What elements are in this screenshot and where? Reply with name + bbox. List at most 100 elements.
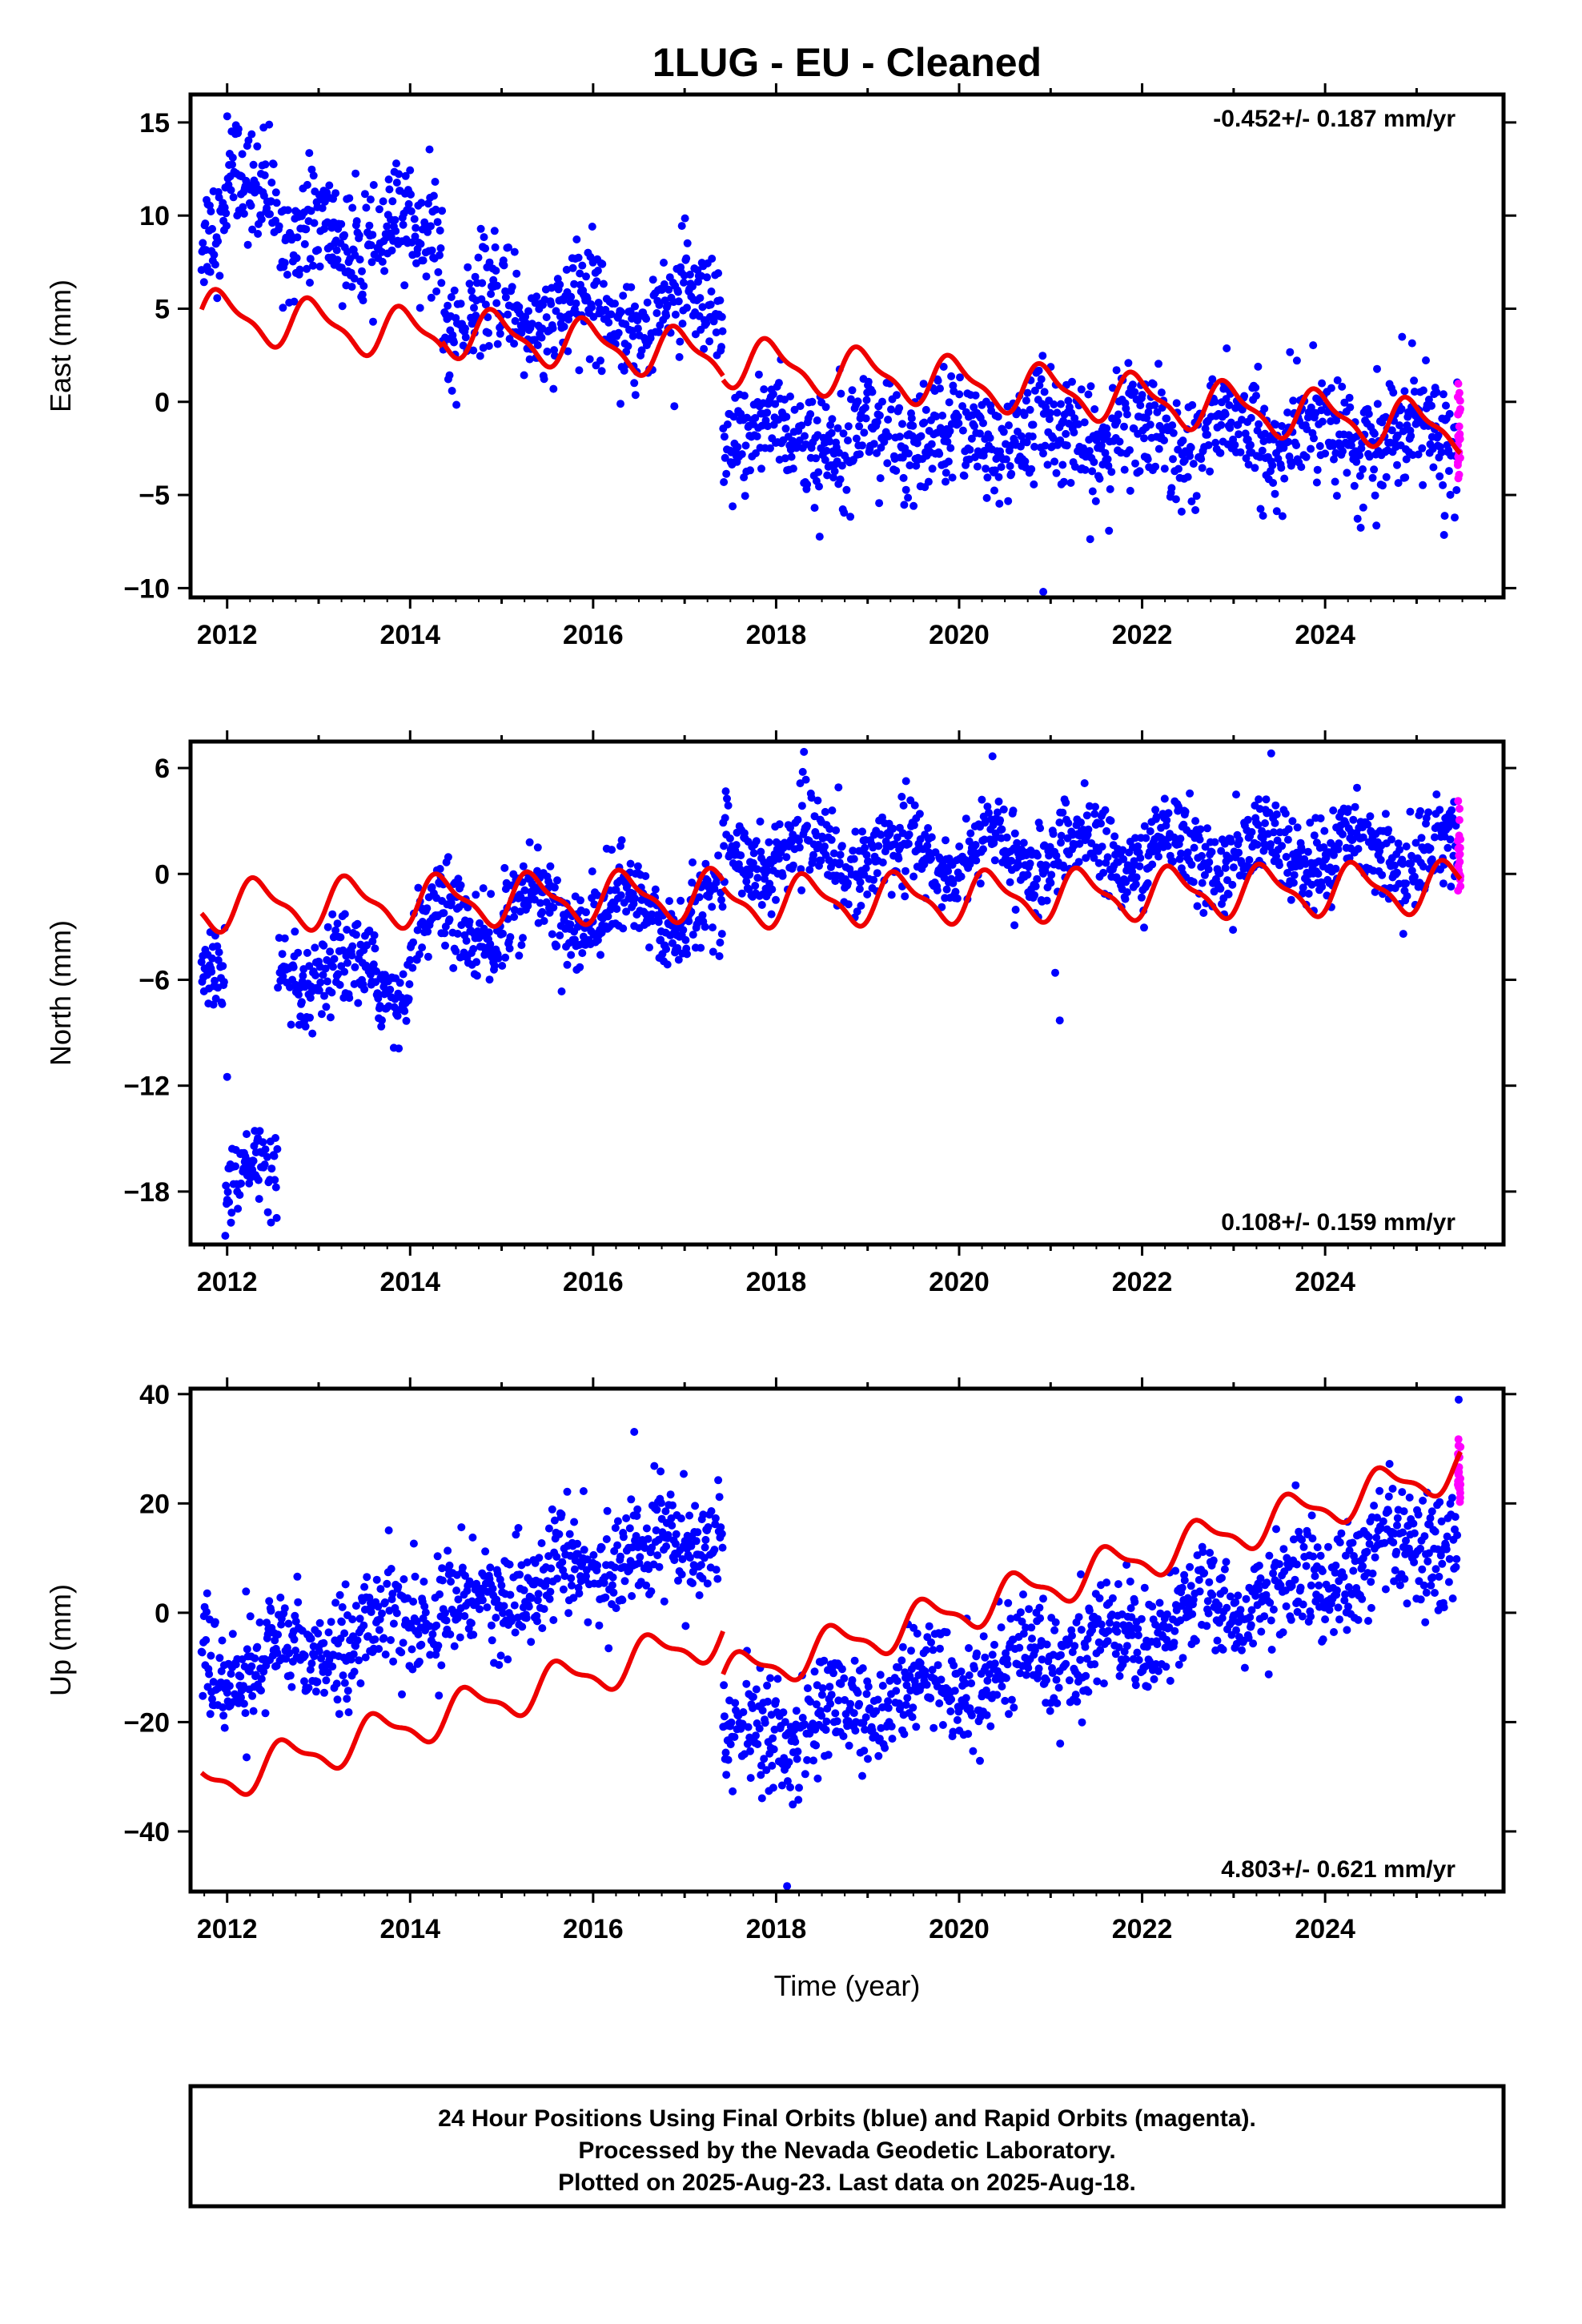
x-tick-label: 2022 bbox=[1112, 620, 1173, 650]
data-point bbox=[272, 1213, 281, 1222]
data-point bbox=[858, 441, 866, 450]
data-point bbox=[280, 259, 289, 267]
data-point bbox=[635, 1558, 644, 1567]
data-point bbox=[1211, 838, 1219, 846]
east-rapid-orbit-points bbox=[1453, 380, 1464, 483]
data-point bbox=[1370, 429, 1379, 438]
data-point bbox=[1105, 526, 1114, 535]
data-point bbox=[567, 292, 576, 301]
data-point bbox=[472, 1579, 481, 1588]
data-point bbox=[937, 1675, 946, 1684]
data-point bbox=[408, 1665, 417, 1674]
data-point bbox=[376, 1585, 385, 1594]
data-point bbox=[1297, 463, 1306, 472]
data-point bbox=[689, 858, 697, 866]
data-point bbox=[858, 1664, 867, 1673]
data-point bbox=[990, 466, 999, 475]
data-point bbox=[1064, 396, 1073, 405]
data-point bbox=[729, 502, 737, 511]
data-point bbox=[515, 951, 524, 960]
data-point bbox=[251, 1654, 259, 1663]
data-point bbox=[1402, 842, 1411, 850]
data-point bbox=[1095, 474, 1104, 483]
data-point bbox=[349, 1650, 358, 1659]
data-point bbox=[965, 1671, 974, 1679]
data-point bbox=[1055, 818, 1064, 827]
data-point bbox=[877, 444, 885, 452]
data-point bbox=[1103, 853, 1112, 862]
data-point bbox=[942, 477, 950, 486]
data-point bbox=[492, 1595, 501, 1604]
data-point bbox=[353, 1636, 362, 1645]
data-point bbox=[715, 952, 724, 960]
data-point bbox=[888, 1735, 897, 1743]
data-point bbox=[372, 1575, 381, 1584]
data-point bbox=[772, 895, 780, 904]
data-point bbox=[344, 1708, 353, 1717]
data-point bbox=[348, 203, 357, 212]
data-point bbox=[703, 273, 711, 282]
data-point bbox=[536, 899, 544, 907]
data-point bbox=[332, 246, 341, 255]
data-point bbox=[436, 226, 444, 235]
data-point bbox=[1427, 401, 1435, 410]
east-rate-label: -0.452+/- 0.187 mm/yr bbox=[1213, 106, 1456, 132]
data-point bbox=[752, 1685, 761, 1694]
data-point bbox=[619, 1533, 628, 1542]
data-point bbox=[994, 412, 1002, 421]
data-point bbox=[720, 432, 729, 441]
data-point bbox=[960, 472, 969, 480]
data-point bbox=[564, 347, 572, 356]
data-point bbox=[708, 903, 717, 911]
data-point bbox=[650, 1462, 659, 1470]
data-point bbox=[447, 1578, 455, 1586]
data-point bbox=[1287, 895, 1295, 904]
data-point bbox=[506, 1590, 515, 1599]
data-point bbox=[278, 950, 287, 959]
data-point bbox=[927, 833, 936, 842]
data-point bbox=[1410, 872, 1419, 881]
data-point bbox=[528, 1594, 536, 1602]
data-point bbox=[665, 285, 673, 294]
data-point bbox=[378, 257, 387, 266]
data-point bbox=[901, 866, 909, 875]
data-point bbox=[418, 943, 427, 952]
data-point bbox=[1203, 430, 1211, 439]
data-point bbox=[1043, 460, 1052, 469]
data-point bbox=[1273, 836, 1282, 845]
data-point bbox=[353, 919, 362, 928]
data-point bbox=[374, 1602, 383, 1611]
data-point bbox=[828, 415, 837, 424]
data-point bbox=[319, 971, 327, 979]
data-point bbox=[953, 894, 962, 903]
data-point bbox=[445, 371, 454, 380]
data-point bbox=[1186, 443, 1195, 452]
data-point bbox=[717, 312, 726, 321]
data-point bbox=[565, 1530, 574, 1538]
data-point bbox=[563, 960, 572, 969]
data-point bbox=[1033, 875, 1042, 883]
data-point bbox=[533, 341, 542, 349]
data-point bbox=[936, 424, 945, 432]
data-point bbox=[1197, 455, 1206, 464]
data-point bbox=[942, 885, 951, 894]
data-point bbox=[730, 1733, 739, 1741]
data-point bbox=[947, 1695, 956, 1703]
data-point bbox=[742, 1679, 751, 1688]
data-point bbox=[320, 1688, 328, 1697]
data-point bbox=[677, 1514, 685, 1523]
data-point bbox=[616, 1552, 624, 1561]
data-point bbox=[664, 1530, 673, 1539]
data-point bbox=[261, 1145, 270, 1154]
data-point bbox=[201, 219, 210, 228]
data-point bbox=[1031, 882, 1040, 891]
data-point bbox=[669, 1501, 677, 1510]
data-point bbox=[930, 1723, 938, 1732]
data-point bbox=[343, 926, 351, 934]
x-tick-label: 2024 bbox=[1295, 620, 1355, 650]
data-point bbox=[1199, 909, 1208, 917]
data-point bbox=[1010, 829, 1019, 838]
data-point bbox=[372, 967, 380, 975]
data-point bbox=[1016, 1669, 1025, 1678]
data-point bbox=[949, 879, 958, 887]
